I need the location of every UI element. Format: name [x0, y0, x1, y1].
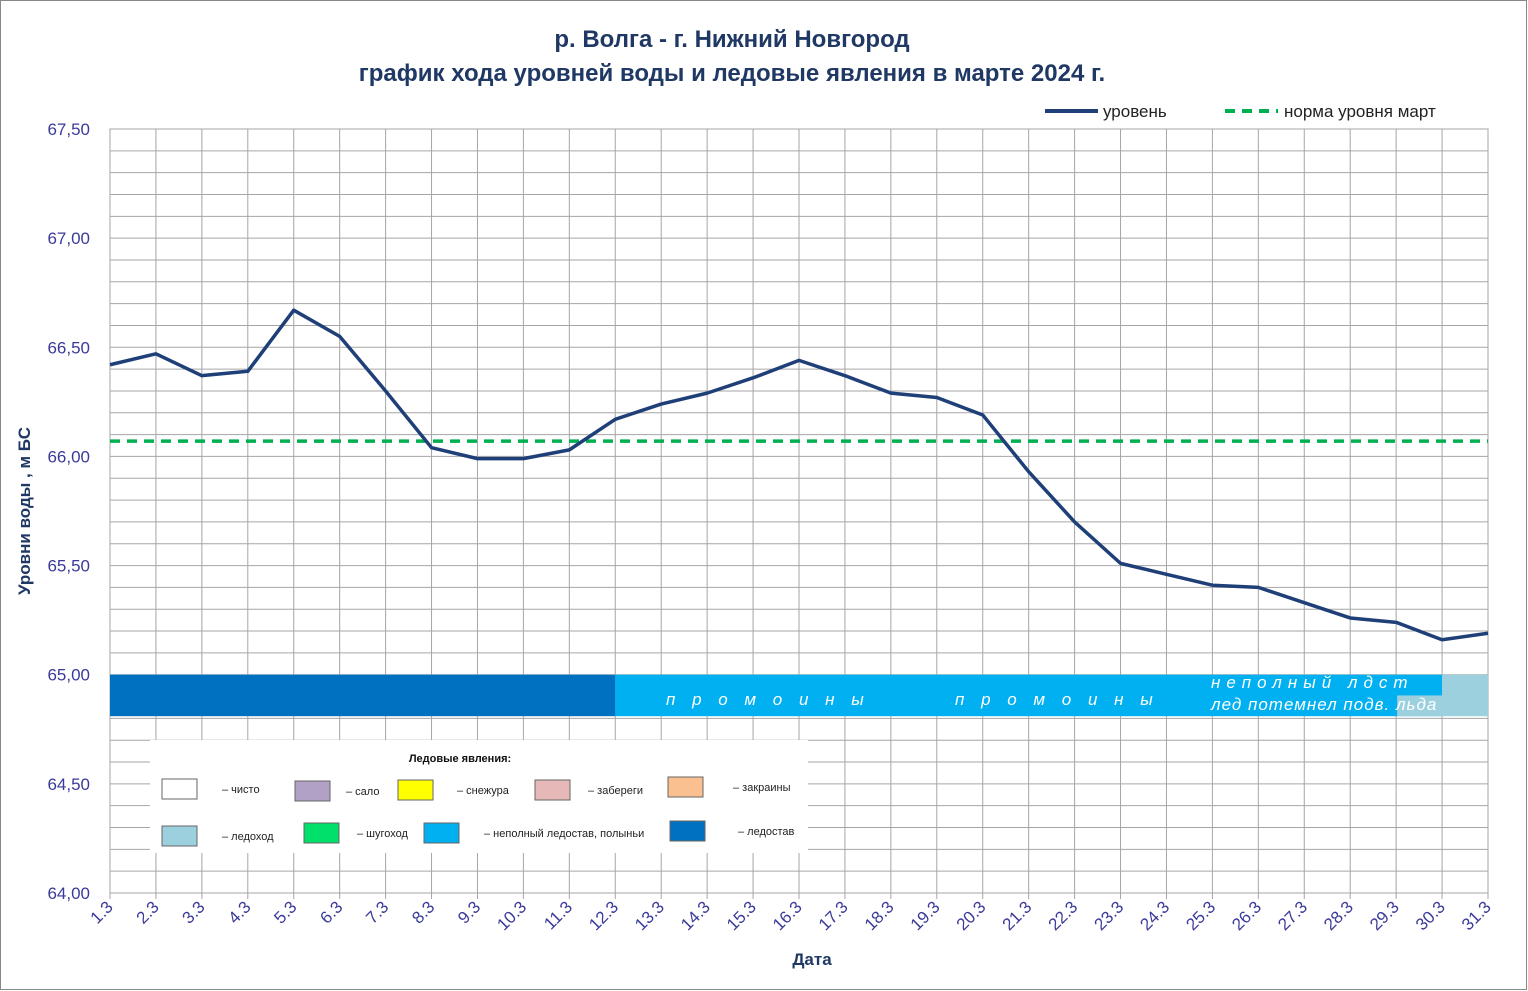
ice-bands: п р о м о и н ы п р о м о и н ы неполный л…: [110, 673, 1488, 717]
ice-legend-label: – забереги: [588, 785, 643, 797]
y-tick-label: 65,00: [47, 666, 90, 685]
ice-legend-swatch: [303, 822, 340, 844]
ice-legend-swatch: [534, 779, 571, 801]
ice-legend-swatch: [294, 780, 331, 802]
ice-band-0: [110, 674, 616, 717]
series-lines: [109, 308, 1489, 642]
ice-legend: Ледовые явления: – чисто – сало – снежура –…: [150, 740, 808, 853]
ice-legend-swatch: [423, 822, 460, 844]
ice-legend-label: – неполный ледостав, полыньи: [484, 828, 644, 840]
ice-band-text: п р о м о и н ы: [666, 690, 870, 709]
ice-legend-label: – снежура: [457, 785, 510, 797]
y-tick-label: 66,00: [47, 447, 90, 466]
chart-subtitle: график хода уровней воды и ледовые явлен…: [359, 60, 1105, 87]
ice-legend-swatch: [161, 825, 198, 847]
ice-band-text: неполный лдст: [1211, 673, 1414, 692]
ice-legend-label: – закраины: [733, 782, 791, 794]
ice-legend-label: – ледостав: [738, 826, 795, 838]
y-tick-label: 67,00: [47, 229, 90, 248]
ice-legend-title: Ледовые явления:: [409, 753, 511, 765]
ice-band-text: лед потемнел подв. льда: [1210, 695, 1437, 714]
ice-legend-label: – чисто: [222, 784, 260, 796]
y-tick-label: 64,50: [47, 775, 90, 794]
legend: уровень норма уровня март: [1045, 102, 1436, 121]
ice-legend-swatch: [161, 778, 198, 800]
x-axis-label: Дата: [792, 950, 832, 969]
ice-band-1: [615, 674, 1443, 717]
legend-label-norm: норма уровня март: [1284, 102, 1436, 121]
ice-band-text: п р о м о и н ы: [955, 690, 1159, 709]
y-tick-label: 65,50: [47, 557, 90, 576]
y-tick-label: 67,50: [47, 120, 90, 139]
ice-legend-label: – сало: [346, 786, 379, 798]
y-tick-label: 64,00: [47, 884, 90, 903]
ice-legend-swatch: [397, 779, 434, 801]
ice-band-ledokhod-partial: [1397, 695, 1444, 717]
ice-legend-swatch: [669, 820, 706, 842]
ice-legend-label: – шугоход: [357, 828, 409, 840]
y-axis-label: Уровни воды , м БС: [15, 427, 34, 595]
ice-legend-swatch: [667, 776, 704, 798]
legend-label-level: уровень: [1103, 102, 1167, 121]
ice-legend-label: – ледоход: [222, 831, 274, 843]
ice-band-2: [1442, 674, 1488, 717]
y-tick-label: 66,50: [47, 338, 90, 357]
chart-title: р. Волга - г. Нижний Новгород: [554, 26, 909, 53]
